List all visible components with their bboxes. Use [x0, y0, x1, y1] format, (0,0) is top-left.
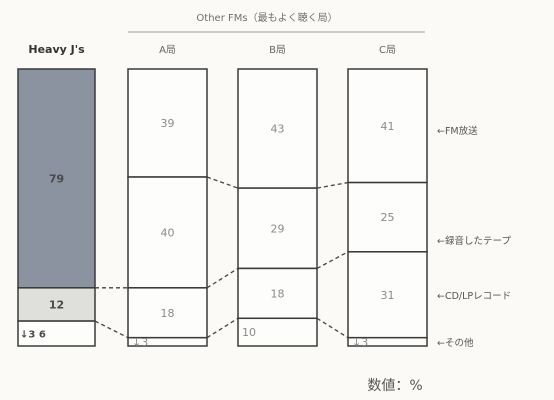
bar-segment [237, 267, 318, 320]
bar-value-label: 10 [242, 326, 256, 339]
bar-value-label: 25 [381, 211, 395, 224]
series-legend-label: ←その他 [437, 337, 474, 349]
connector-line [94, 320, 129, 339]
bar-value-label: 29 [271, 222, 285, 235]
bar-value-label: 40 [161, 226, 175, 239]
bar-value-label: 12 [49, 298, 64, 311]
bar-value-label: 43 [271, 123, 285, 136]
bar-value-label: ↓3 [352, 336, 368, 349]
group-header: Other FMs（最もよく聴く局） [196, 12, 337, 24]
bar-segment [127, 68, 208, 178]
bar-segment [127, 176, 208, 289]
connector-line [316, 251, 349, 270]
connector-line [206, 267, 239, 289]
bar-segment [17, 320, 96, 347]
bar-value-label: 41 [381, 120, 395, 133]
bar-segment [237, 187, 318, 270]
bar-segment [127, 336, 208, 347]
bar-value-label: ↓3 [132, 336, 148, 349]
category-label: Heavy J's [28, 43, 85, 56]
series-legend-label: ←録音したテープ [437, 235, 511, 247]
bar-segment [237, 68, 318, 189]
bar-value-label: 18 [161, 307, 175, 320]
connector-line [206, 176, 239, 189]
connector-line [316, 181, 349, 189]
bar-segment [347, 336, 428, 347]
series-legend-label: ←FM放送 [437, 125, 478, 137]
bar-value-label: 31 [381, 289, 395, 302]
bar-segment [347, 181, 428, 253]
bar-segment [237, 317, 318, 347]
connector-line [316, 317, 349, 339]
bar-segment [347, 68, 428, 184]
bar-value-label: ↓3 6 [20, 330, 46, 341]
bar-value-label: 79 [49, 172, 64, 185]
bar-value-label: 18 [271, 287, 285, 300]
bar-segment [347, 251, 428, 339]
bar-value-label: 39 [161, 117, 175, 130]
connector-line [206, 317, 239, 339]
bar-segment [127, 287, 208, 339]
unit-note: 数値：% [367, 378, 422, 394]
series-legend-label: ←CD/LPレコード [437, 291, 511, 302]
category-label: B局 [269, 44, 286, 56]
category-label: C局 [379, 44, 396, 56]
bar-segment [17, 287, 96, 322]
category-label: A局 [159, 44, 176, 56]
